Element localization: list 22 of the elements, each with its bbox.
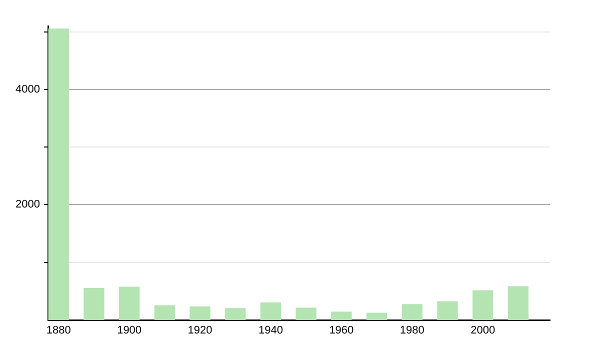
x-tick-label: 1900 <box>117 324 142 337</box>
bar <box>84 288 104 320</box>
y-tick-label: 4000 <box>16 83 40 96</box>
x-tick-label: 1980 <box>400 324 424 337</box>
x-tick-label: 2000 <box>470 324 496 337</box>
bar <box>154 305 175 320</box>
bar <box>437 301 458 320</box>
bar <box>331 312 352 320</box>
bar <box>402 304 422 320</box>
bar <box>190 306 210 320</box>
bar <box>225 308 246 320</box>
x-tick-label: 1940 <box>258 324 283 337</box>
bar <box>260 302 282 320</box>
x-tick-label: 1960 <box>329 324 354 337</box>
bar <box>472 290 494 320</box>
bar <box>366 312 388 320</box>
x-tick-label: 1880 <box>46 324 71 337</box>
bar <box>508 286 529 320</box>
bar <box>48 28 69 320</box>
bar <box>118 286 140 320</box>
bar <box>296 308 316 320</box>
x-tick-label: 1920 <box>188 324 212 337</box>
